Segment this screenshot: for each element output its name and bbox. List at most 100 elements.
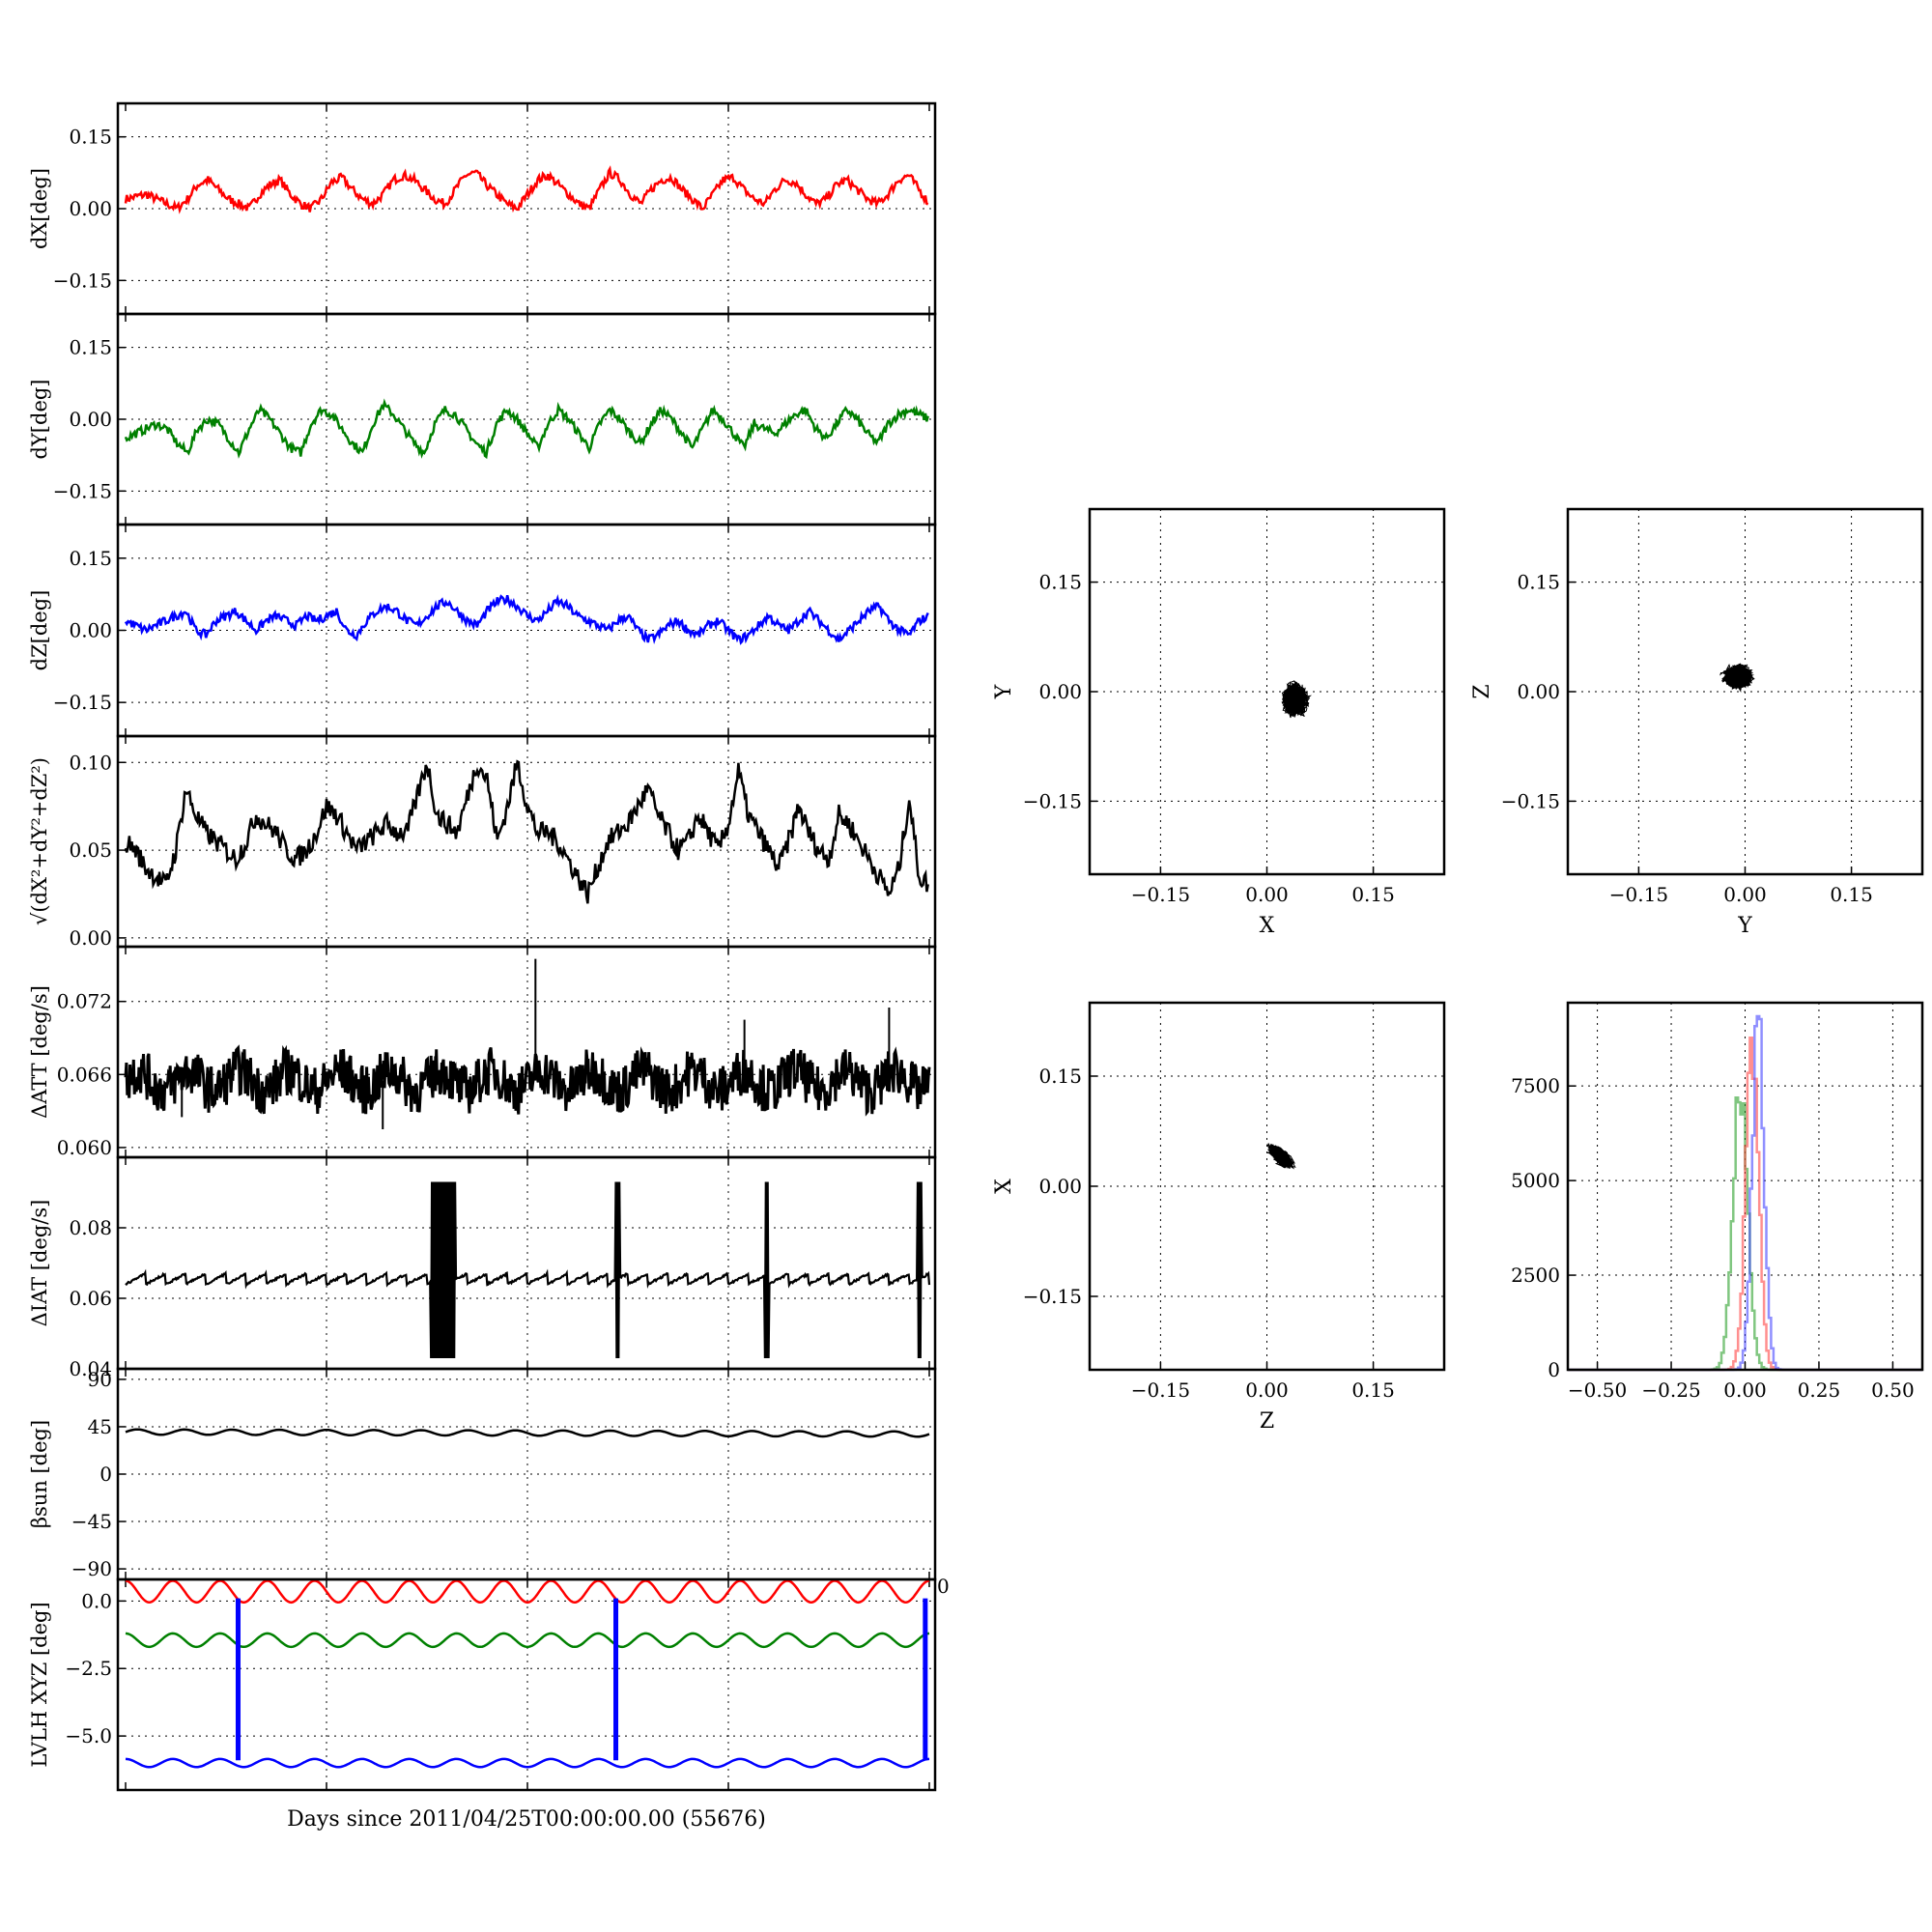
y-tick-label: −2.5 [65,1657,112,1680]
x-tick-label: −0.15 [1131,1378,1190,1402]
y-tick-label: 45 [88,1415,112,1438]
panel-datt: 0.072 0.066 0.060 ΔATT [deg/s] [28,945,937,1159]
x-tick-label: 0 [937,1575,950,1598]
data-line [125,1579,930,1605]
y-axis-label: √(dX²+dY²+dZ²) [28,757,51,925]
axes-frame [1088,1001,1446,1372]
y-tick-label: 7500 [1511,1074,1560,1097]
x-tick-label: 0.15 [1351,883,1395,906]
axes-frame [116,945,937,1159]
x-axis-label: Days since 2011/04/25T00:00:00.00 (55676… [287,1807,766,1832]
x-tick-label: −0.15 [1131,883,1190,906]
data-line [125,1181,931,1359]
axes-frame [1566,1001,1924,1372]
x-tick-label: 0.00 [1245,883,1289,906]
data-line [125,1632,930,1649]
axes-frame [1566,507,1924,876]
x-tick-label: 0.00 [1245,1378,1289,1402]
x-tick-label: 0.00 [1723,883,1767,906]
panel-lvlh: 0.0 −2.5 −5.0 LVLH XYZ [deg] 0 [28,1575,950,1792]
y-tick-label: 0.00 [1517,680,1560,703]
y-axis-label: Y [992,684,1016,699]
x-tick-label: −0.50 [1568,1378,1627,1402]
y-axis-label: dZ[deg] [28,590,51,671]
y-tick-label: −90 [71,1557,112,1580]
axes-frame [1088,507,1446,876]
y-axis-label: βsun [deg] [28,1420,51,1528]
y-tick-label: 0.05 [69,838,112,862]
axes-frame [116,1577,937,1792]
y-tick-label: 0.00 [69,197,112,220]
panel-scatterXY: −0.15 −0.15 0.00 0.00 0.15 0.15 X Y [992,507,1446,938]
data-line [125,1428,930,1438]
y-tick-label: 0.072 [57,990,112,1013]
y-axis-label: ΔATT [deg/s] [28,985,51,1119]
y-axis-label: LVLH XYZ [deg] [28,1602,51,1767]
scatter-cloud [1266,1143,1296,1170]
data-line [124,759,929,904]
x-tick-label: 0.15 [1830,883,1873,906]
y-axis-label: X [992,1179,1016,1194]
y-axis-label: dY[deg] [28,379,51,459]
y-axis-label: ΔIAT [deg/s] [28,1200,51,1327]
y-tick-label: 2500 [1511,1264,1560,1287]
panel-norm: 0.10 0.05 0.00 √(dX²+dY²+dZ²) [28,734,937,950]
y-tick-label: −0.15 [1023,1285,1082,1308]
data-line [124,165,929,214]
panel-scatterYZ: −0.15 −0.15 0.00 0.00 0.15 0.15 Y Z [1470,507,1924,938]
data-line [124,594,929,645]
x-axis-label: Y [1737,914,1752,938]
histogram-series [1568,1036,1922,1372]
y-tick-label: 0.15 [1038,571,1082,594]
x-tick-label: −0.15 [1609,883,1668,906]
x-tick-label: 0.25 [1798,1378,1841,1402]
y-tick-label: −5.0 [65,1724,112,1747]
axes-frame [116,1155,937,1371]
y-tick-label: 0.15 [69,126,112,149]
y-tick-label: 5000 [1511,1169,1560,1192]
y-tick-label: 0.15 [1038,1065,1082,1088]
y-tick-label: −0.15 [53,691,112,714]
scatter-cloud [1281,680,1313,719]
panel-scatterZX: −0.15 −0.15 0.00 0.00 0.15 0.15 Z X [992,1001,1446,1434]
data-line [124,1044,931,1117]
y-tick-label: 0.06 [69,1287,112,1310]
y-tick-label: −0.15 [1501,789,1560,812]
y-tick-label: 90 [88,1368,112,1391]
y-tick-label: 0.066 [57,1063,112,1086]
y-tick-label: −0.15 [53,479,112,502]
y-tick-label: 0.00 [1038,1175,1082,1198]
panel-hist: −0.50 −0.25 0.00 0.25 0.50 0 2500 5000 7500 [1511,1001,1924,1402]
y-tick-label: 0.0 [81,1589,112,1612]
data-line [125,1757,930,1769]
y-axis-label: dX[deg] [28,168,51,249]
y-tick-label: 0.060 [57,1136,112,1159]
x-tick-label: 0.00 [1723,1378,1767,1402]
y-tick-label: 0.15 [69,336,112,359]
x-tick-label: 0.15 [1351,1378,1395,1402]
x-axis-label: Z [1260,1409,1274,1434]
x-axis-label: X [1260,914,1275,938]
chart-panels: 0.150.00−0.15dX[deg]0.150.00−0.15dY[deg]… [28,101,1924,1792]
x-tick-label: 0.50 [1871,1378,1915,1402]
scatter-cloud [1719,663,1755,693]
y-tick-label: 0.04 [69,1357,112,1380]
y-tick-label: 0.00 [69,619,112,642]
y-tick-label: 0 [99,1463,112,1486]
y-tick-label: 0.15 [1517,571,1560,594]
y-tick-label: 0.00 [69,408,112,431]
y-tick-label: 0 [1548,1358,1560,1381]
data-line [124,398,929,460]
y-tick-label: 0.08 [69,1216,112,1239]
y-tick-label: −45 [71,1510,112,1533]
y-axis-label: Z [1470,684,1494,698]
x-tick-label: −0.25 [1641,1378,1700,1402]
y-tick-label: −0.15 [53,269,112,292]
y-tick-label: 0.10 [69,751,112,774]
y-tick-label: −0.15 [1023,789,1082,812]
panel-diat: 0.08 0.06 0.04 ΔIAT [deg/s] [28,1155,937,1380]
